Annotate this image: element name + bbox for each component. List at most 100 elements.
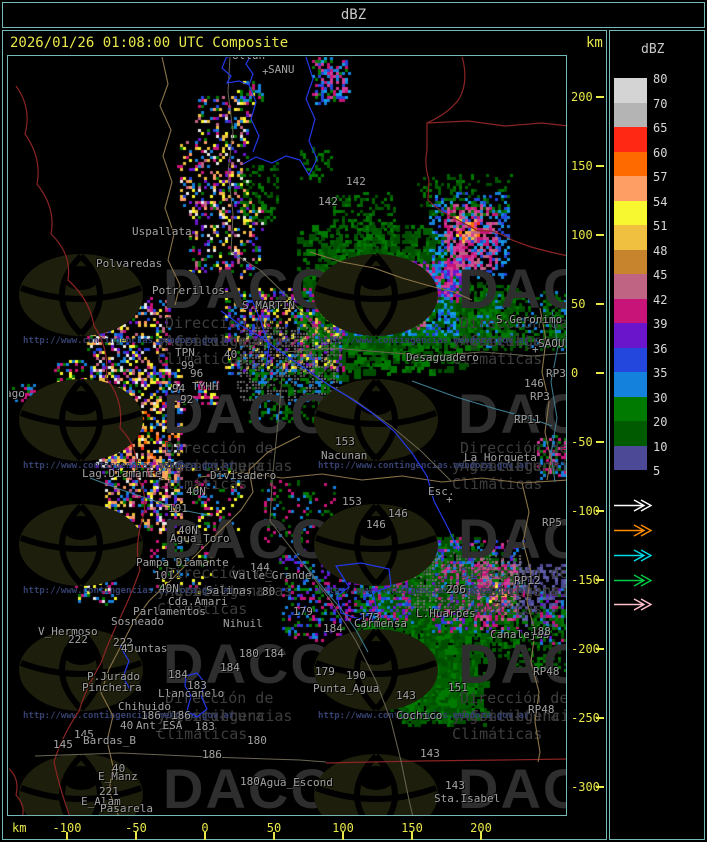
map-place-label: 184 <box>168 668 188 681</box>
map-place-label: Divisadero <box>210 469 277 482</box>
map-place-label: Desaguadero <box>406 351 479 364</box>
y-axis-tick <box>596 786 604 788</box>
scale-value-label: 70 <box>653 96 668 111</box>
map-frame <box>7 55 567 816</box>
map-place-label: RP11 <box>514 413 541 426</box>
map-boundary-line <box>184 672 208 718</box>
map-place-label: 153 <box>342 495 362 508</box>
y-axis-tick-label: 150 <box>571 159 593 173</box>
map-boundary-line <box>242 57 318 177</box>
map-place-label: 142 <box>346 175 366 188</box>
vector-legend-row: VBBB <box>614 596 654 611</box>
map-place-label: Ullun <box>232 57 265 61</box>
watermark-url: http://www.contingencias.mendoza.gov.ar <box>318 586 530 596</box>
map-place-label: 40N <box>186 485 206 498</box>
map-place-label: P.Jurado <box>87 670 140 683</box>
map-place-label: 40 <box>224 348 238 361</box>
watermark-line1: Dirección de Agricultura <box>460 564 569 600</box>
scale-value-label: 80 <box>653 72 668 86</box>
vector-legend-row: VBCR <box>614 522 654 537</box>
watermark-brand: DACC <box>163 257 333 320</box>
map-boundary-line <box>199 471 567 484</box>
y-axis-tick <box>596 579 604 581</box>
map-place-label: ago <box>5 387 25 400</box>
map-boundary-line <box>425 57 567 257</box>
x-axis-tick <box>411 832 413 840</box>
y-axis-tick <box>596 648 604 650</box>
map-place-label: 94 <box>172 382 186 395</box>
x-axis-tick-label: -50 <box>125 821 147 835</box>
scale-color-block <box>614 200 647 225</box>
map-place-label: RP12 <box>514 574 541 587</box>
watermark-line2: y Contingencias Climáticas <box>452 707 588 743</box>
map-boundary-line <box>248 84 260 153</box>
watermark-brand: DACC <box>458 632 628 695</box>
map-place-label: RP3 <box>546 367 566 380</box>
map-boundary-line <box>521 482 541 763</box>
watermark-line1: Dirección de Agricultura <box>460 439 569 475</box>
watermark-url: http://www.contingencias.mendoza.gov.ar <box>23 461 235 471</box>
dacc-logo-icon <box>19 378 143 462</box>
watermark-url: http://www.contingencias.mendoza.gov.ar <box>23 586 235 596</box>
scale-color-block <box>614 176 647 201</box>
map-place-label: 173 <box>360 611 380 624</box>
scale-color-block <box>614 298 647 323</box>
x-axis-tick-label: 100 <box>332 821 354 835</box>
map-place-label: 180 <box>240 775 260 788</box>
map-place-label: 80 <box>262 585 276 598</box>
map-place-label: Salinas <box>206 584 253 597</box>
map-place-label: 145 <box>74 728 94 741</box>
map-boundary-line <box>89 477 213 517</box>
scale-value-label: 54 <box>653 194 668 209</box>
map-place-label: 101 <box>168 502 188 515</box>
map-place-label: 4Juntas <box>121 642 168 655</box>
scale-value-label: 48 <box>653 243 668 258</box>
map-boundary-line <box>9 768 24 816</box>
y-axis-tick-label: 100 <box>571 228 593 242</box>
vbbb-arrow-icon <box>614 598 653 611</box>
vbcr-arrow-icon <box>614 524 653 537</box>
map-boundary-line <box>269 361 284 522</box>
watermark-line1: Dirección de Agricultura <box>460 689 569 725</box>
watermark-brand: DACC <box>458 507 628 570</box>
scale-value-label: 35 <box>653 366 668 380</box>
scale-color-block <box>614 102 647 127</box>
map-place-label: Lag.Diamante <box>82 467 162 480</box>
scale-color-block <box>614 249 647 274</box>
map-place-label: TPN <box>175 346 195 359</box>
watermark-line2: y Contingencias Climáticas <box>157 707 293 743</box>
map-place-label: Agua_Escond <box>260 776 333 789</box>
vector-legend-row: VBCU <box>614 572 654 587</box>
map-place-label: 153 <box>335 435 355 448</box>
vbct-arrow-icon <box>614 549 653 562</box>
map-place-label: 186 <box>141 709 161 722</box>
map-place-label: 101 <box>154 569 174 582</box>
watermark-brand: DACC <box>163 757 333 820</box>
watermark-line1: Dirección de Agricultura <box>165 564 274 600</box>
map-place-label: 186 <box>171 709 191 722</box>
scale-value-label: 51 <box>653 219 668 233</box>
map-place-label: La Horqueta <box>464 451 537 464</box>
map-boundary-line <box>221 57 254 86</box>
watermark-line1: Dirección de Agricultura <box>165 689 274 725</box>
map-boundary-line <box>251 299 270 369</box>
map-place-label: 179 <box>293 605 313 618</box>
y-axis-tick <box>596 717 604 719</box>
map-boundary-line <box>550 309 559 483</box>
title-bar: dBZ <box>2 2 705 28</box>
map-place-label: Nacunan <box>321 449 368 462</box>
map-boundary-line <box>34 752 327 763</box>
map-place-label: Agua_Toro <box>170 532 230 545</box>
map-place-label: 183 <box>195 720 215 733</box>
x-axis-tick <box>204 832 206 840</box>
y-axis-tick-label: -200 <box>571 642 600 656</box>
watermark-brand: DACC <box>458 257 628 320</box>
map-place-label: 188 <box>531 625 551 638</box>
x-axis-tick <box>273 832 275 840</box>
map-place-label: Pasarela <box>100 802 153 815</box>
